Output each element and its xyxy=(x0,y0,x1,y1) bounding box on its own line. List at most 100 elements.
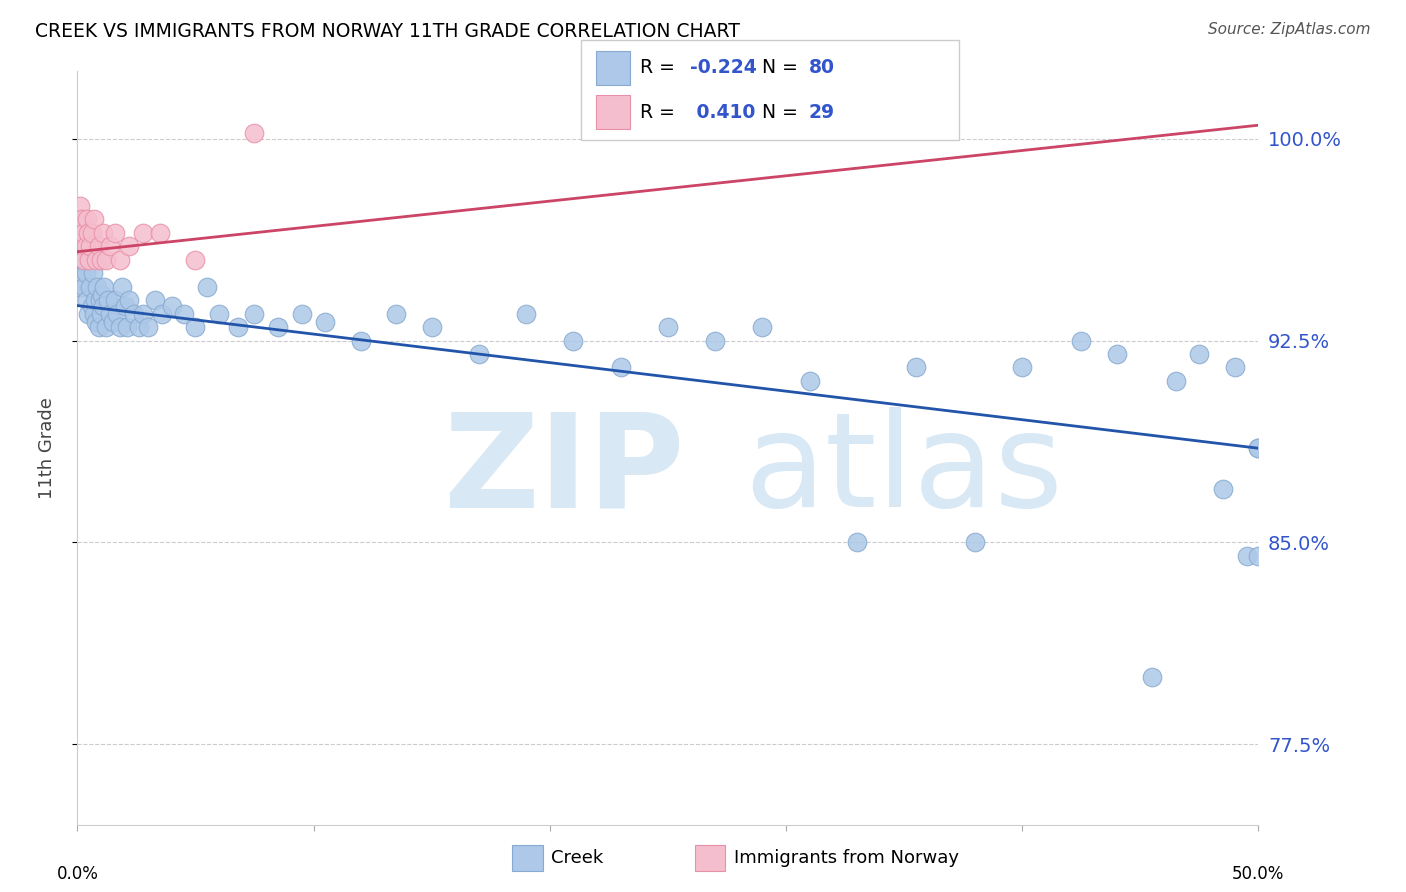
Point xyxy=(97,293,120,308)
Point xyxy=(69,234,91,248)
Text: 80: 80 xyxy=(808,59,834,78)
Text: 0.0%: 0.0% xyxy=(56,865,98,883)
Point xyxy=(143,293,166,308)
Text: R =: R = xyxy=(640,103,681,121)
Point xyxy=(70,212,93,227)
Text: -0.224: -0.224 xyxy=(690,59,756,78)
Point xyxy=(291,307,314,321)
Text: CREEK VS IMMIGRANTS FROM NORWAY 11TH GRADE CORRELATION CHART: CREEK VS IMMIGRANTS FROM NORWAY 11TH GRA… xyxy=(35,22,740,41)
Point xyxy=(562,334,585,348)
Point xyxy=(314,315,336,329)
Point xyxy=(1212,482,1234,496)
Point xyxy=(76,212,98,227)
Point xyxy=(80,226,103,240)
Point xyxy=(84,315,107,329)
Point xyxy=(799,374,821,388)
Point xyxy=(128,320,150,334)
Point xyxy=(73,279,96,293)
Text: R =: R = xyxy=(640,59,681,78)
Point xyxy=(108,320,131,334)
Point xyxy=(184,320,207,334)
Point xyxy=(1070,334,1092,348)
Text: N =: N = xyxy=(762,103,804,121)
Text: 50.0%: 50.0% xyxy=(1232,865,1285,883)
Point xyxy=(118,239,141,253)
Point xyxy=(1188,347,1211,361)
Point xyxy=(1247,549,1270,563)
Point xyxy=(468,347,491,361)
Point xyxy=(76,293,98,308)
Point xyxy=(160,299,183,313)
Point xyxy=(69,218,91,232)
Point xyxy=(226,320,249,334)
Text: Immigrants from Norway: Immigrants from Norway xyxy=(734,849,959,867)
Point xyxy=(149,226,172,240)
Text: Source: ZipAtlas.com: Source: ZipAtlas.com xyxy=(1208,22,1371,37)
Point xyxy=(84,252,107,267)
Point xyxy=(69,266,91,280)
Point xyxy=(114,299,136,313)
Point xyxy=(91,226,114,240)
Point xyxy=(420,320,443,334)
Text: 0.410: 0.410 xyxy=(690,103,755,121)
Point xyxy=(72,271,94,285)
Point xyxy=(108,252,131,267)
Point xyxy=(104,226,127,240)
Point xyxy=(70,212,93,227)
Point xyxy=(118,293,141,308)
Point xyxy=(515,307,537,321)
Text: N =: N = xyxy=(762,59,804,78)
Text: Creek: Creek xyxy=(551,849,603,867)
Point xyxy=(67,212,90,227)
Point xyxy=(173,307,195,321)
Point xyxy=(1223,360,1246,375)
Point xyxy=(79,239,101,253)
Point xyxy=(657,320,679,334)
Point xyxy=(91,299,114,313)
Point xyxy=(93,279,115,293)
Point xyxy=(89,293,111,308)
Point xyxy=(90,252,112,267)
Point xyxy=(67,279,90,293)
Point xyxy=(77,226,100,240)
Point xyxy=(104,293,127,308)
Point xyxy=(75,266,97,280)
Point xyxy=(100,239,122,253)
Point xyxy=(80,299,103,313)
Point xyxy=(70,226,93,240)
Point xyxy=(208,307,231,321)
Point xyxy=(67,226,90,240)
Point xyxy=(73,252,96,267)
Point xyxy=(94,320,117,334)
Text: atlas: atlas xyxy=(745,408,1063,534)
Point xyxy=(243,307,266,321)
Point xyxy=(184,252,207,267)
Point xyxy=(963,535,986,549)
Point xyxy=(77,252,100,267)
Point xyxy=(267,320,290,334)
Point xyxy=(350,334,373,348)
Point xyxy=(150,307,173,321)
Y-axis label: 11th Grade: 11th Grade xyxy=(38,397,56,500)
Point xyxy=(845,535,868,549)
Point xyxy=(1247,442,1270,455)
Point xyxy=(132,307,155,321)
Point xyxy=(83,212,105,227)
Text: ZIP: ZIP xyxy=(443,408,685,534)
Point xyxy=(72,252,94,267)
Point xyxy=(72,226,94,240)
Point xyxy=(100,307,122,321)
Point xyxy=(132,226,155,240)
Point xyxy=(79,279,101,293)
Point xyxy=(107,307,129,321)
Point xyxy=(87,320,110,334)
Point xyxy=(91,287,114,301)
Point xyxy=(195,279,218,293)
Point xyxy=(751,320,773,334)
Point xyxy=(385,307,408,321)
Point xyxy=(70,218,93,232)
Text: 29: 29 xyxy=(808,103,835,121)
Point xyxy=(136,320,159,334)
Point xyxy=(83,307,105,321)
Point xyxy=(70,252,93,267)
